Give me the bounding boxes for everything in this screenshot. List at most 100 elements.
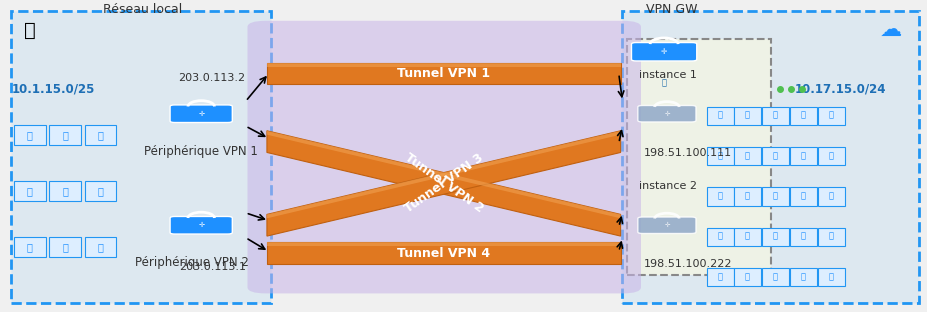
Text: 203.0.113.2: 203.0.113.2 bbox=[178, 73, 246, 83]
FancyBboxPatch shape bbox=[789, 228, 816, 246]
FancyBboxPatch shape bbox=[817, 188, 844, 206]
Text: ⬛: ⬛ bbox=[28, 129, 32, 136]
Text: 🖥: 🖥 bbox=[828, 111, 832, 120]
FancyBboxPatch shape bbox=[733, 188, 760, 206]
Text: ⬛: ⬛ bbox=[661, 78, 666, 87]
Text: 🖥: 🖥 bbox=[772, 191, 777, 200]
Polygon shape bbox=[267, 63, 620, 84]
FancyBboxPatch shape bbox=[817, 107, 844, 125]
Text: 198.51.100.111: 198.51.100.111 bbox=[643, 148, 731, 158]
Text: 🖥: 🖥 bbox=[717, 111, 721, 120]
Text: 🖥: 🖥 bbox=[717, 191, 721, 200]
Text: 🖥: 🖥 bbox=[800, 232, 805, 241]
Text: Périphérique VPN 2: Périphérique VPN 2 bbox=[134, 256, 248, 269]
Text: 🖥: 🖥 bbox=[744, 272, 749, 281]
FancyBboxPatch shape bbox=[14, 181, 45, 201]
Text: ⬛: ⬛ bbox=[63, 241, 67, 247]
FancyBboxPatch shape bbox=[11, 12, 271, 303]
FancyBboxPatch shape bbox=[817, 268, 844, 286]
FancyBboxPatch shape bbox=[627, 39, 769, 275]
Text: 🖥: 🖥 bbox=[717, 151, 721, 160]
FancyBboxPatch shape bbox=[49, 181, 81, 201]
FancyBboxPatch shape bbox=[706, 147, 732, 165]
Text: ⬛: ⬛ bbox=[98, 129, 102, 136]
Text: 🖥: 🖥 bbox=[97, 242, 103, 252]
Text: 🖥: 🖥 bbox=[27, 186, 32, 196]
Text: 🖥: 🖥 bbox=[772, 111, 777, 120]
FancyBboxPatch shape bbox=[706, 107, 732, 125]
Text: 🖥: 🖥 bbox=[772, 272, 777, 281]
Text: 10.17.15.0/24: 10.17.15.0/24 bbox=[794, 82, 885, 95]
Text: 🖥: 🖥 bbox=[62, 242, 68, 252]
FancyBboxPatch shape bbox=[170, 217, 232, 234]
FancyBboxPatch shape bbox=[789, 107, 816, 125]
Text: 203.0.113.1: 203.0.113.1 bbox=[178, 262, 246, 272]
Text: 🖥: 🖥 bbox=[744, 232, 749, 241]
Text: 198.51.100.222: 198.51.100.222 bbox=[643, 259, 731, 269]
Text: 🖥: 🖥 bbox=[744, 111, 749, 120]
FancyBboxPatch shape bbox=[630, 42, 696, 61]
FancyBboxPatch shape bbox=[84, 237, 116, 257]
FancyBboxPatch shape bbox=[84, 125, 116, 145]
FancyBboxPatch shape bbox=[789, 147, 816, 165]
FancyBboxPatch shape bbox=[733, 107, 760, 125]
FancyBboxPatch shape bbox=[49, 125, 81, 145]
Text: 🖥: 🖥 bbox=[27, 130, 32, 140]
Text: 🖥: 🖥 bbox=[828, 151, 832, 160]
Text: 🖥: 🖥 bbox=[800, 191, 805, 200]
Text: ⬛: ⬛ bbox=[28, 241, 32, 247]
Text: 🖥: 🖥 bbox=[800, 272, 805, 281]
Text: 🖥: 🖥 bbox=[717, 232, 721, 241]
Text: 🖥: 🖥 bbox=[27, 242, 32, 252]
Text: ⬛: ⬛ bbox=[63, 129, 67, 136]
Text: ✛: ✛ bbox=[664, 222, 669, 228]
Text: instance 1: instance 1 bbox=[639, 70, 696, 80]
FancyBboxPatch shape bbox=[733, 268, 760, 286]
FancyBboxPatch shape bbox=[84, 181, 116, 201]
Text: 🖥: 🖥 bbox=[97, 186, 103, 196]
Text: ☁: ☁ bbox=[879, 20, 901, 40]
Text: 🖥: 🖥 bbox=[828, 272, 832, 281]
Text: Réseau local: Réseau local bbox=[103, 3, 183, 16]
Text: 🖥: 🖥 bbox=[828, 191, 832, 200]
Text: 🖥: 🖥 bbox=[744, 151, 749, 160]
Text: Tunnel VPN 2: Tunnel VPN 2 bbox=[401, 151, 485, 216]
Text: 🖥: 🖥 bbox=[800, 151, 805, 160]
FancyBboxPatch shape bbox=[637, 217, 695, 233]
FancyBboxPatch shape bbox=[733, 147, 760, 165]
FancyBboxPatch shape bbox=[733, 228, 760, 246]
Polygon shape bbox=[267, 131, 620, 218]
FancyBboxPatch shape bbox=[761, 268, 788, 286]
FancyBboxPatch shape bbox=[817, 147, 844, 165]
FancyBboxPatch shape bbox=[761, 147, 788, 165]
FancyBboxPatch shape bbox=[622, 12, 918, 303]
FancyBboxPatch shape bbox=[248, 21, 641, 293]
Text: ⬛: ⬛ bbox=[98, 185, 102, 191]
Text: 🖥: 🖥 bbox=[772, 232, 777, 241]
Text: VPN GW: VPN GW bbox=[645, 3, 696, 16]
FancyBboxPatch shape bbox=[637, 105, 695, 122]
FancyBboxPatch shape bbox=[761, 107, 788, 125]
Text: ✛: ✛ bbox=[198, 111, 204, 117]
Text: ✛: ✛ bbox=[660, 47, 667, 56]
Text: 🖥: 🖥 bbox=[62, 130, 68, 140]
FancyBboxPatch shape bbox=[14, 237, 45, 257]
Text: 🏢: 🏢 bbox=[24, 21, 36, 40]
Polygon shape bbox=[267, 63, 620, 66]
Polygon shape bbox=[267, 242, 620, 246]
FancyBboxPatch shape bbox=[761, 188, 788, 206]
FancyBboxPatch shape bbox=[706, 188, 732, 206]
Text: Tunnel VPN 1: Tunnel VPN 1 bbox=[397, 67, 489, 80]
FancyBboxPatch shape bbox=[706, 228, 732, 246]
FancyBboxPatch shape bbox=[789, 188, 816, 206]
Text: Tunnel VPN 3: Tunnel VPN 3 bbox=[401, 151, 485, 216]
Text: 🖥: 🖥 bbox=[717, 272, 721, 281]
Text: Tunnel VPN 4: Tunnel VPN 4 bbox=[397, 246, 489, 260]
FancyBboxPatch shape bbox=[706, 268, 732, 286]
Text: ⬛: ⬛ bbox=[28, 185, 32, 191]
Text: 🖥: 🖥 bbox=[97, 130, 103, 140]
FancyBboxPatch shape bbox=[14, 125, 45, 145]
Text: ⬛: ⬛ bbox=[98, 241, 102, 247]
Text: ⬛: ⬛ bbox=[63, 185, 67, 191]
Polygon shape bbox=[267, 131, 620, 236]
